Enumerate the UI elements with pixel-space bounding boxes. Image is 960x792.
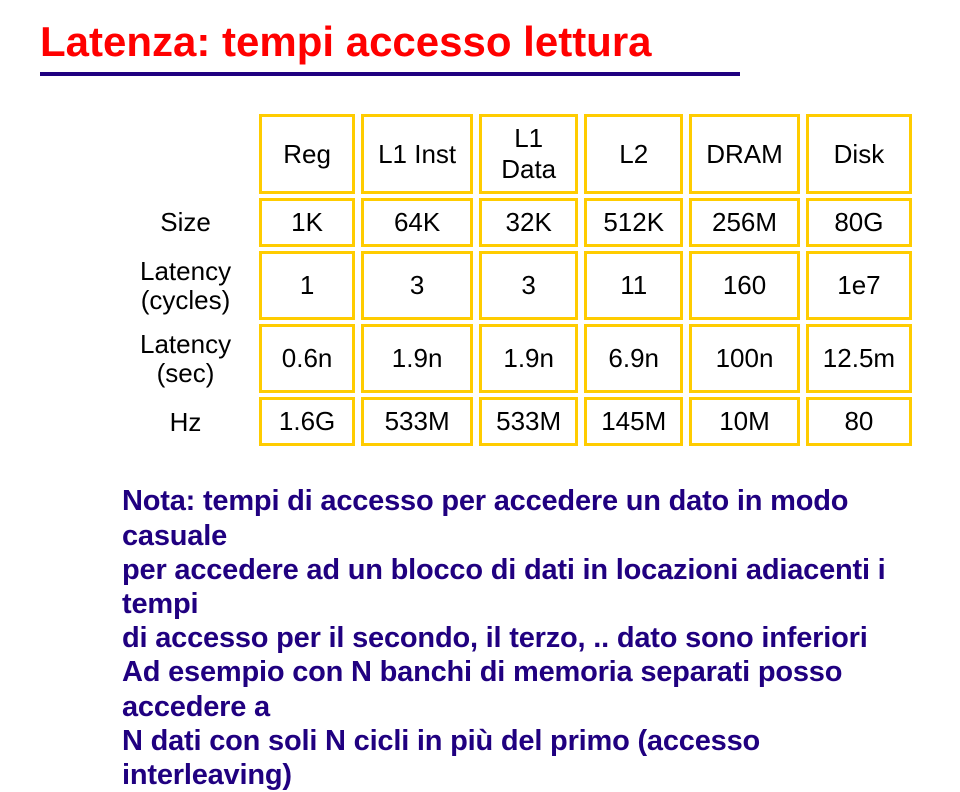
table-cell: 1.9n bbox=[479, 324, 578, 393]
table-cell: 80 bbox=[806, 397, 912, 446]
table-cell: 3 bbox=[361, 251, 473, 320]
note-line: di accesso per il secondo, il terzo, .. … bbox=[122, 621, 900, 655]
note-line: N dati con soli N cicli in più del primo… bbox=[122, 724, 900, 792]
table-header-row: Reg L1 Inst L1Data L2 DRAM Disk bbox=[126, 114, 912, 194]
row-label: Hz bbox=[126, 397, 253, 446]
table-cell: 80G bbox=[806, 198, 912, 247]
col-header: L1 Inst bbox=[361, 114, 473, 194]
col-header: L1Data bbox=[479, 114, 578, 194]
table-row: Size 1K 64K 32K 512K 256M 80G bbox=[126, 198, 912, 247]
col-header: Disk bbox=[806, 114, 912, 194]
table-cell: 3 bbox=[479, 251, 578, 320]
row-label: Size bbox=[126, 198, 253, 247]
title-underline bbox=[40, 72, 740, 76]
table-cell: 100n bbox=[689, 324, 800, 393]
page-title: Latenza: tempi accesso lettura bbox=[40, 18, 920, 66]
table-cell: 145M bbox=[584, 397, 683, 446]
row-label: Latency(cycles) bbox=[126, 251, 253, 320]
note-line: Ad esempio con N banchi di memoria separ… bbox=[122, 655, 900, 723]
table-cell: 1e7 bbox=[806, 251, 912, 320]
table-cell: 160 bbox=[689, 251, 800, 320]
note-line: Nota: tempi di accesso per accedere un d… bbox=[122, 484, 900, 552]
latency-table: Reg L1 Inst L1Data L2 DRAM Disk Size 1K … bbox=[120, 110, 918, 450]
table-cell: 32K bbox=[479, 198, 578, 247]
table-cell: 1.6G bbox=[259, 397, 355, 446]
table-row: Latency(sec) 0.6n 1.9n 1.9n 6.9n 100n 12… bbox=[126, 324, 912, 393]
table-row: Latency(cycles) 1 3 3 11 160 1e7 bbox=[126, 251, 912, 320]
table-cell: 6.9n bbox=[584, 324, 683, 393]
col-header: Reg bbox=[259, 114, 355, 194]
table-cell: 533M bbox=[361, 397, 473, 446]
header-empty bbox=[126, 114, 253, 194]
table-cell: 1.9n bbox=[361, 324, 473, 393]
table-cell: 1K bbox=[259, 198, 355, 247]
table-cell: 12.5m bbox=[806, 324, 912, 393]
table-row: Hz 1.6G 533M 533M 145M 10M 80 bbox=[126, 397, 912, 446]
table-cell: 256M bbox=[689, 198, 800, 247]
col-header: DRAM bbox=[689, 114, 800, 194]
table-cell: 533M bbox=[479, 397, 578, 446]
table-cell: 11 bbox=[584, 251, 683, 320]
col-header: L2 bbox=[584, 114, 683, 194]
table-cell: 10M bbox=[689, 397, 800, 446]
table-cell: 512K bbox=[584, 198, 683, 247]
table-cell: 1 bbox=[259, 251, 355, 320]
note-line: per accedere ad un blocco di dati in loc… bbox=[122, 553, 900, 621]
footnote: Nota: tempi di accesso per accedere un d… bbox=[122, 484, 900, 792]
table-cell: 64K bbox=[361, 198, 473, 247]
row-label: Latency(sec) bbox=[126, 324, 253, 393]
table-cell: 0.6n bbox=[259, 324, 355, 393]
